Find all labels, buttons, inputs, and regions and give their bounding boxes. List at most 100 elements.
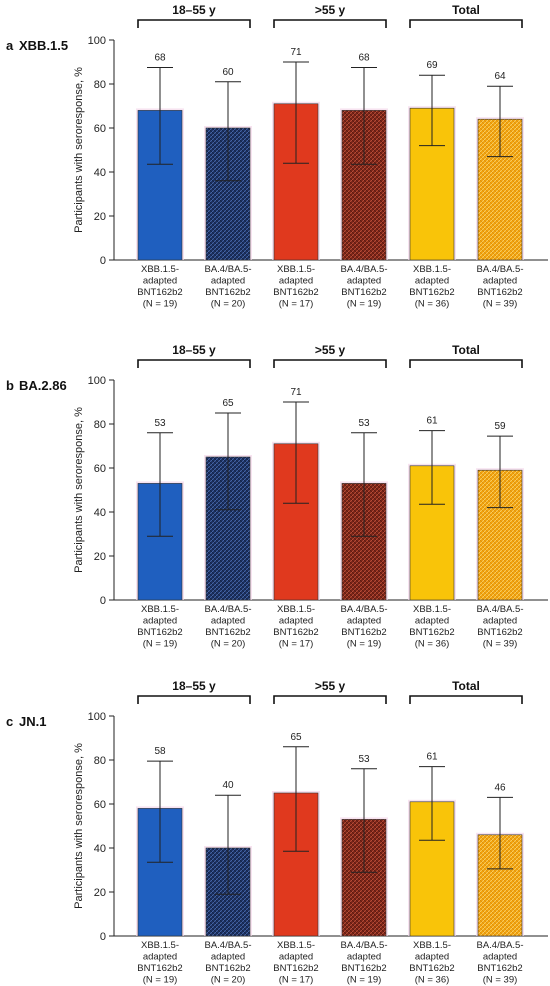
y-axis-label: Participants with seroresponse, % <box>73 743 85 909</box>
x-tick-label: (N = 17) <box>279 639 314 650</box>
x-tick-label: adapted <box>415 616 449 627</box>
group-bracket <box>409 359 523 368</box>
x-tick-label: (N = 19) <box>347 299 382 310</box>
x-tick-label: (N = 19) <box>347 975 382 986</box>
y-tick-label: 100 <box>88 711 106 723</box>
x-tick-label: (N = 39) <box>483 975 518 986</box>
x-tick-label: BNT162b2 <box>477 627 522 638</box>
y-tick-label: 20 <box>94 887 106 899</box>
x-tick-label: XBB.1.5- <box>277 264 315 275</box>
x-tick-label: (N = 19) <box>143 299 178 310</box>
x-tick-label: (N = 17) <box>279 975 314 986</box>
x-tick-label: adapted <box>483 952 517 963</box>
x-tick-label: adapted <box>211 952 245 963</box>
x-tick-label: XBB.1.5- <box>277 604 315 615</box>
x-tick-label: adapted <box>211 616 245 627</box>
x-tick-label: XBB.1.5- <box>277 940 315 951</box>
x-tick-label: BNT162b2 <box>205 287 250 298</box>
x-tick-label: (N = 19) <box>143 639 178 650</box>
y-tick-label: 40 <box>94 843 106 855</box>
y-tick-label: 60 <box>94 123 106 135</box>
y-tick-label: 60 <box>94 463 106 475</box>
x-tick-label: (N = 39) <box>483 639 518 650</box>
x-tick-label: BNT162b2 <box>205 627 250 638</box>
y-tick-label: 40 <box>94 507 106 519</box>
x-tick-label: BNT162b2 <box>341 963 386 974</box>
data-label: 65 <box>290 732 302 743</box>
x-tick-label: adapted <box>143 276 177 287</box>
x-tick-label: adapted <box>279 276 313 287</box>
group-label: Total <box>452 679 480 693</box>
x-tick-label: (N = 36) <box>415 639 450 650</box>
x-tick-label: BA.4/BA.5- <box>205 264 252 275</box>
x-tick-label: adapted <box>279 952 313 963</box>
x-tick-label: adapted <box>483 616 517 627</box>
panel-letter: a <box>6 38 14 53</box>
group-bracket <box>409 695 523 704</box>
data-label: 58 <box>154 746 166 757</box>
group-label: >55 y <box>315 3 346 17</box>
group-bracket <box>137 19 251 28</box>
y-tick-label: 80 <box>94 755 106 767</box>
x-tick-label: adapted <box>483 276 517 287</box>
group-label: >55 y <box>315 679 346 693</box>
x-tick-label: BA.4/BA.5- <box>477 940 524 951</box>
x-tick-label: XBB.1.5- <box>413 264 451 275</box>
data-label: 53 <box>154 418 166 429</box>
x-tick-label: XBB.1.5- <box>141 604 179 615</box>
data-label: 61 <box>426 416 438 427</box>
group-bracket <box>137 359 251 368</box>
x-tick-label: BA.4/BA.5- <box>477 264 524 275</box>
data-label: 68 <box>358 53 370 64</box>
y-tick-label: 20 <box>94 211 106 223</box>
data-label: 68 <box>154 53 166 64</box>
panel-letter: c <box>6 714 13 729</box>
x-tick-label: (N = 20) <box>211 639 246 650</box>
x-tick-label: BA.4/BA.5- <box>205 940 252 951</box>
x-tick-label: BNT162b2 <box>137 627 182 638</box>
panel-title: BA.2.86 <box>19 378 67 393</box>
x-tick-label: adapted <box>279 616 313 627</box>
x-tick-label: BA.4/BA.5- <box>341 940 388 951</box>
x-tick-label: BNT162b2 <box>409 287 454 298</box>
data-label: 69 <box>426 60 438 71</box>
data-label: 53 <box>358 418 370 429</box>
data-label: 71 <box>290 387 302 398</box>
x-tick-label: BA.4/BA.5- <box>205 604 252 615</box>
x-tick-label: XBB.1.5- <box>141 264 179 275</box>
x-tick-label: adapted <box>347 952 381 963</box>
group-bracket <box>409 19 523 28</box>
panel-c: 18–55 y >55 y Total c JN.1 0 20 40 60 80 100 Partic… <box>6 679 548 986</box>
y-tick-label: 0 <box>100 595 106 607</box>
panel-title: XBB.1.5 <box>19 38 68 53</box>
x-tick-label: (N = 36) <box>415 975 450 986</box>
group-bracket <box>273 695 387 704</box>
y-tick-label: 0 <box>100 931 106 943</box>
group-bracket <box>137 695 251 704</box>
x-tick-label: (N = 19) <box>143 975 178 986</box>
x-tick-label: BA.4/BA.5- <box>341 264 388 275</box>
x-tick-label: BA.4/BA.5- <box>477 604 524 615</box>
group-label: >55 y <box>315 343 346 357</box>
x-tick-label: BNT162b2 <box>273 627 318 638</box>
y-axis-label: Participants with seroresponse, % <box>73 407 85 573</box>
panel-letter: b <box>6 378 14 393</box>
x-tick-label: BNT162b2 <box>409 963 454 974</box>
x-tick-label: adapted <box>415 952 449 963</box>
x-tick-label: BNT162b2 <box>273 963 318 974</box>
y-tick-label: 100 <box>88 375 106 387</box>
data-label: 61 <box>426 752 438 763</box>
group-label: 18–55 y <box>172 679 216 693</box>
data-label: 59 <box>494 421 506 432</box>
group-bracket <box>273 19 387 28</box>
x-tick-label: BA.4/BA.5- <box>341 604 388 615</box>
y-tick-label: 60 <box>94 799 106 811</box>
x-tick-label: BNT162b2 <box>205 963 250 974</box>
bar <box>205 456 251 601</box>
x-tick-label: (N = 19) <box>347 639 382 650</box>
x-tick-label: XBB.1.5- <box>413 940 451 951</box>
x-tick-label: BNT162b2 <box>273 287 318 298</box>
panel-b: 18–55 y >55 y Total b BA.2.86 0 20 40 60 80 100 Par… <box>6 343 548 650</box>
